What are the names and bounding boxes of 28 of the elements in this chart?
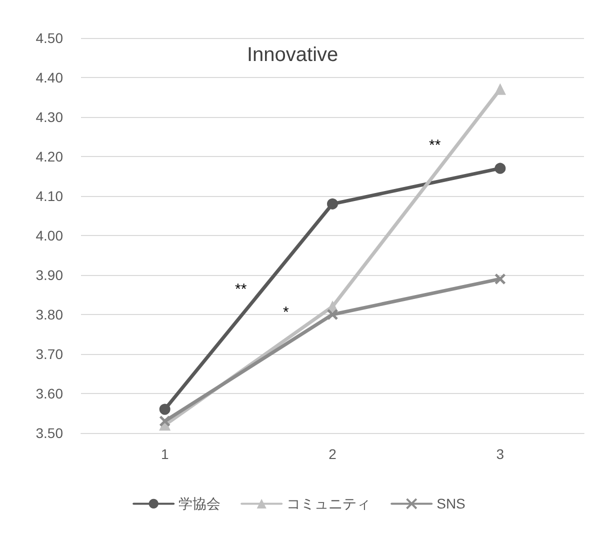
y-tick-label: 3.70: [36, 346, 64, 362]
y-tick-label: 3.50: [36, 425, 64, 441]
annotation: *: [283, 304, 289, 321]
y-tick-label: 4.50: [36, 30, 64, 46]
y-tick-label: 4.30: [36, 109, 64, 125]
annotation: **: [235, 281, 247, 298]
x-tick-label: 3: [496, 446, 504, 462]
legend-label: SNS: [436, 496, 466, 512]
y-tick-label: 3.90: [36, 267, 64, 283]
x-tick-label: 1: [160, 446, 169, 462]
legend-label: コミュニティ: [286, 496, 371, 512]
y-tick-label: 4.40: [36, 70, 64, 86]
y-tick-label: 4.00: [36, 228, 64, 244]
point: [159, 404, 170, 415]
point: [494, 162, 506, 174]
y-tick-label: 3.60: [36, 386, 64, 402]
point: [494, 84, 506, 95]
point: [159, 415, 171, 427]
x-tick-label: 2: [328, 446, 337, 462]
chart-title: Innovative: [247, 44, 338, 66]
legend-label: 学協会: [178, 496, 221, 512]
y-tick-label: 4.20: [36, 148, 64, 164]
y-tick-label: 4.10: [36, 188, 64, 204]
point: [326, 308, 338, 320]
y-tick-label: 3.80: [36, 306, 64, 322]
point: [494, 273, 506, 285]
point: [327, 198, 338, 210]
annotation: **: [429, 137, 441, 154]
